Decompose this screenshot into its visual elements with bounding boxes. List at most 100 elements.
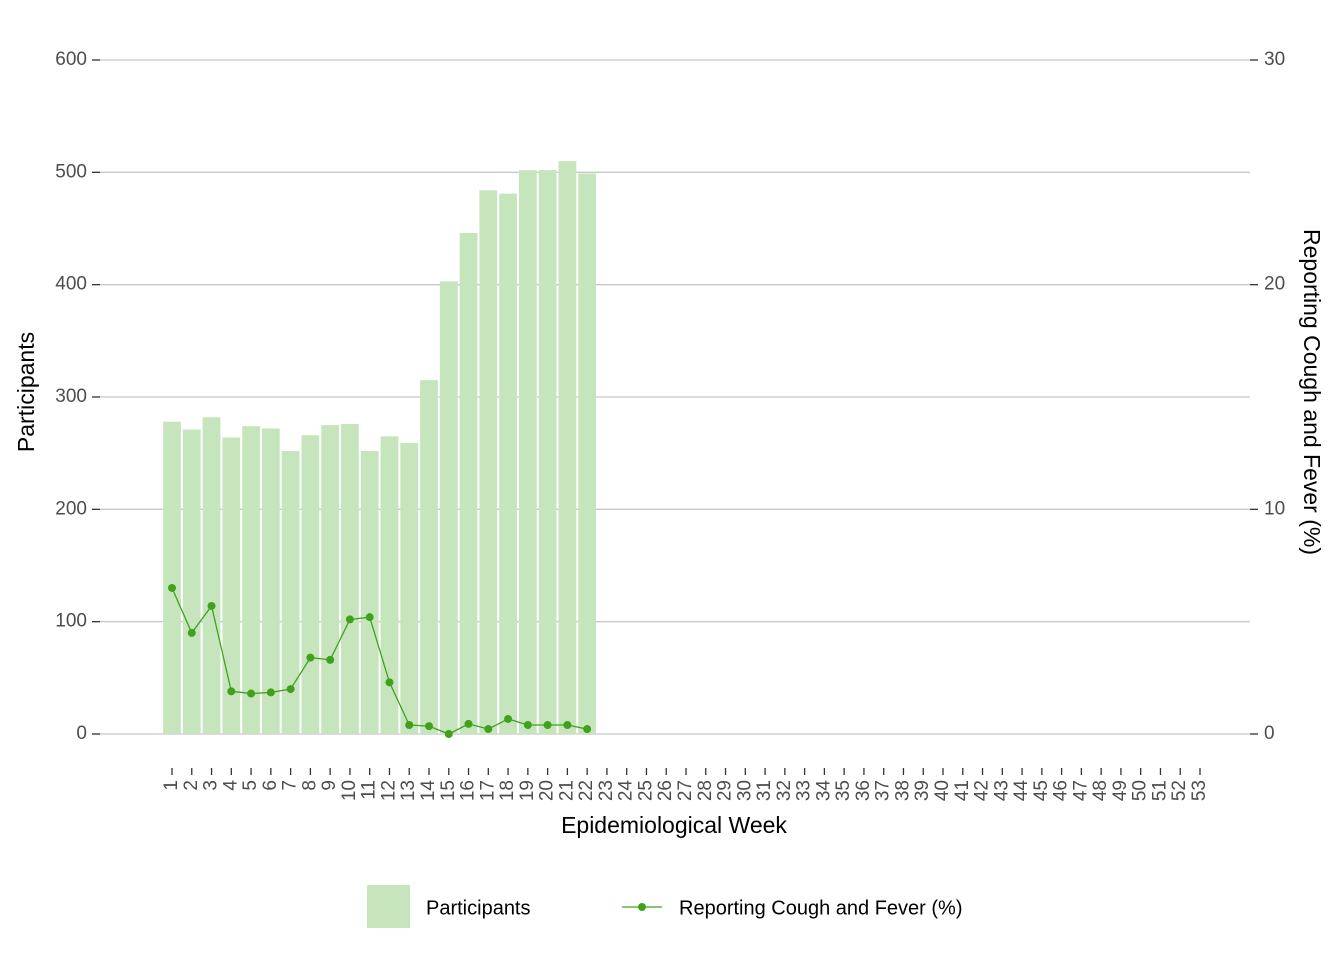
- x-tick-label: 50: [1130, 780, 1151, 801]
- x-tick-label: 44: [1011, 780, 1032, 802]
- bar: [400, 443, 419, 734]
- bar: [202, 417, 221, 734]
- bar: [420, 380, 438, 734]
- bar: [518, 170, 537, 734]
- x-tick-label: 43: [991, 780, 1012, 801]
- x-tick-label: 13: [398, 780, 419, 801]
- x-tick-label: 47: [1070, 780, 1091, 801]
- bar: [261, 428, 280, 734]
- point: [484, 725, 493, 734]
- y-tick-label: 200: [55, 498, 87, 519]
- bar: [281, 450, 300, 734]
- x-tick-label: 48: [1090, 780, 1111, 801]
- y2-tick-label: 30: [1264, 49, 1285, 70]
- point: [464, 719, 473, 728]
- x-tick-label: 3: [201, 780, 222, 791]
- x-tick-label: 16: [458, 780, 479, 801]
- x-tick-label: 28: [695, 780, 716, 801]
- y-tick-label: 500: [55, 161, 87, 182]
- x-tick-label: 53: [1189, 780, 1210, 801]
- y-tick-label: 0: [76, 723, 87, 744]
- bar: [459, 232, 478, 734]
- point: [543, 721, 552, 730]
- x-tick-label: 15: [438, 780, 459, 801]
- point: [405, 721, 414, 730]
- bar: [479, 190, 498, 735]
- x-tick-label: 36: [853, 780, 874, 801]
- point: [523, 721, 532, 730]
- legend-label: Reporting Cough and Fever (%): [679, 897, 962, 919]
- x-tick-label: 17: [477, 780, 498, 801]
- x-tick-label: 18: [497, 780, 518, 801]
- bar: [341, 423, 359, 734]
- bar: [538, 170, 557, 734]
- bar: [499, 193, 517, 735]
- x-tick-label: 29: [715, 780, 736, 801]
- x-tick-label: 22: [576, 780, 597, 801]
- bar: [222, 437, 241, 734]
- y-tick-label: 600: [55, 49, 87, 70]
- x-tick-label: 26: [655, 780, 676, 801]
- point: [563, 721, 572, 730]
- x-tick-label: 24: [616, 780, 637, 802]
- x-axis-title: Epidemiological Week: [561, 812, 787, 838]
- x-tick-label: 27: [675, 780, 696, 801]
- y2-axis-title: Reporting Cough and Fever (%): [1299, 229, 1325, 555]
- point: [326, 655, 335, 664]
- x-tick-label: 10: [339, 780, 360, 801]
- y-tick-label: 300: [55, 386, 87, 407]
- bar: [578, 173, 597, 734]
- x-tick-label: 52: [1169, 780, 1190, 801]
- x-tick-label: 1: [161, 780, 182, 791]
- legend-key: [367, 885, 410, 928]
- y-tick-label: 100: [55, 611, 87, 632]
- x-tick-label: 40: [932, 780, 953, 801]
- x-tick-label: 2: [181, 780, 202, 791]
- x-tick-label: 37: [873, 780, 894, 801]
- x-tick-label: 32: [774, 780, 795, 801]
- y2-tick-label: 10: [1264, 498, 1285, 519]
- point: [247, 689, 256, 698]
- x-tick-label: 30: [734, 780, 755, 801]
- point: [425, 722, 433, 731]
- x-tick-label: 35: [833, 780, 854, 801]
- x-tick-label: 5: [240, 780, 261, 791]
- bar: [439, 281, 458, 734]
- bar: [242, 426, 260, 734]
- x-tick-label: 49: [1110, 780, 1131, 801]
- bar: [380, 436, 399, 734]
- x-tick-label: 46: [1051, 780, 1072, 801]
- x-tick-label: 39: [912, 780, 933, 801]
- bar: [163, 421, 181, 734]
- x-tick-label: 12: [378, 780, 399, 801]
- point: [207, 601, 216, 610]
- point: [227, 687, 236, 696]
- y2-tick-label: 0: [1264, 723, 1275, 744]
- point: [306, 653, 315, 662]
- x-tick-label: 38: [892, 780, 913, 801]
- point: [365, 613, 374, 622]
- x-tick-label: 45: [1031, 780, 1052, 801]
- x-tick-label: 31: [754, 780, 775, 801]
- bar: [321, 425, 340, 734]
- x-tick-label: 33: [794, 780, 815, 801]
- x-tick-label: 41: [952, 780, 973, 801]
- point: [345, 615, 354, 624]
- x-tick-label: 8: [299, 780, 320, 791]
- x-tick-label: 4: [220, 780, 241, 791]
- x-tick-label: 6: [260, 780, 281, 791]
- x-tick-label: 7: [280, 780, 301, 791]
- bar: [182, 429, 201, 734]
- x-tick-label: 11: [359, 780, 380, 800]
- legend-key-point: [638, 903, 646, 911]
- point: [187, 628, 196, 637]
- x-tick-label: 34: [813, 780, 834, 802]
- x-tick-label: 20: [537, 780, 558, 801]
- x-tick-label: 9: [319, 780, 340, 791]
- point: [385, 678, 394, 687]
- point: [168, 583, 176, 592]
- y-tick-label: 400: [55, 274, 87, 295]
- line: [171, 587, 588, 735]
- x-tick-label: 21: [556, 780, 577, 801]
